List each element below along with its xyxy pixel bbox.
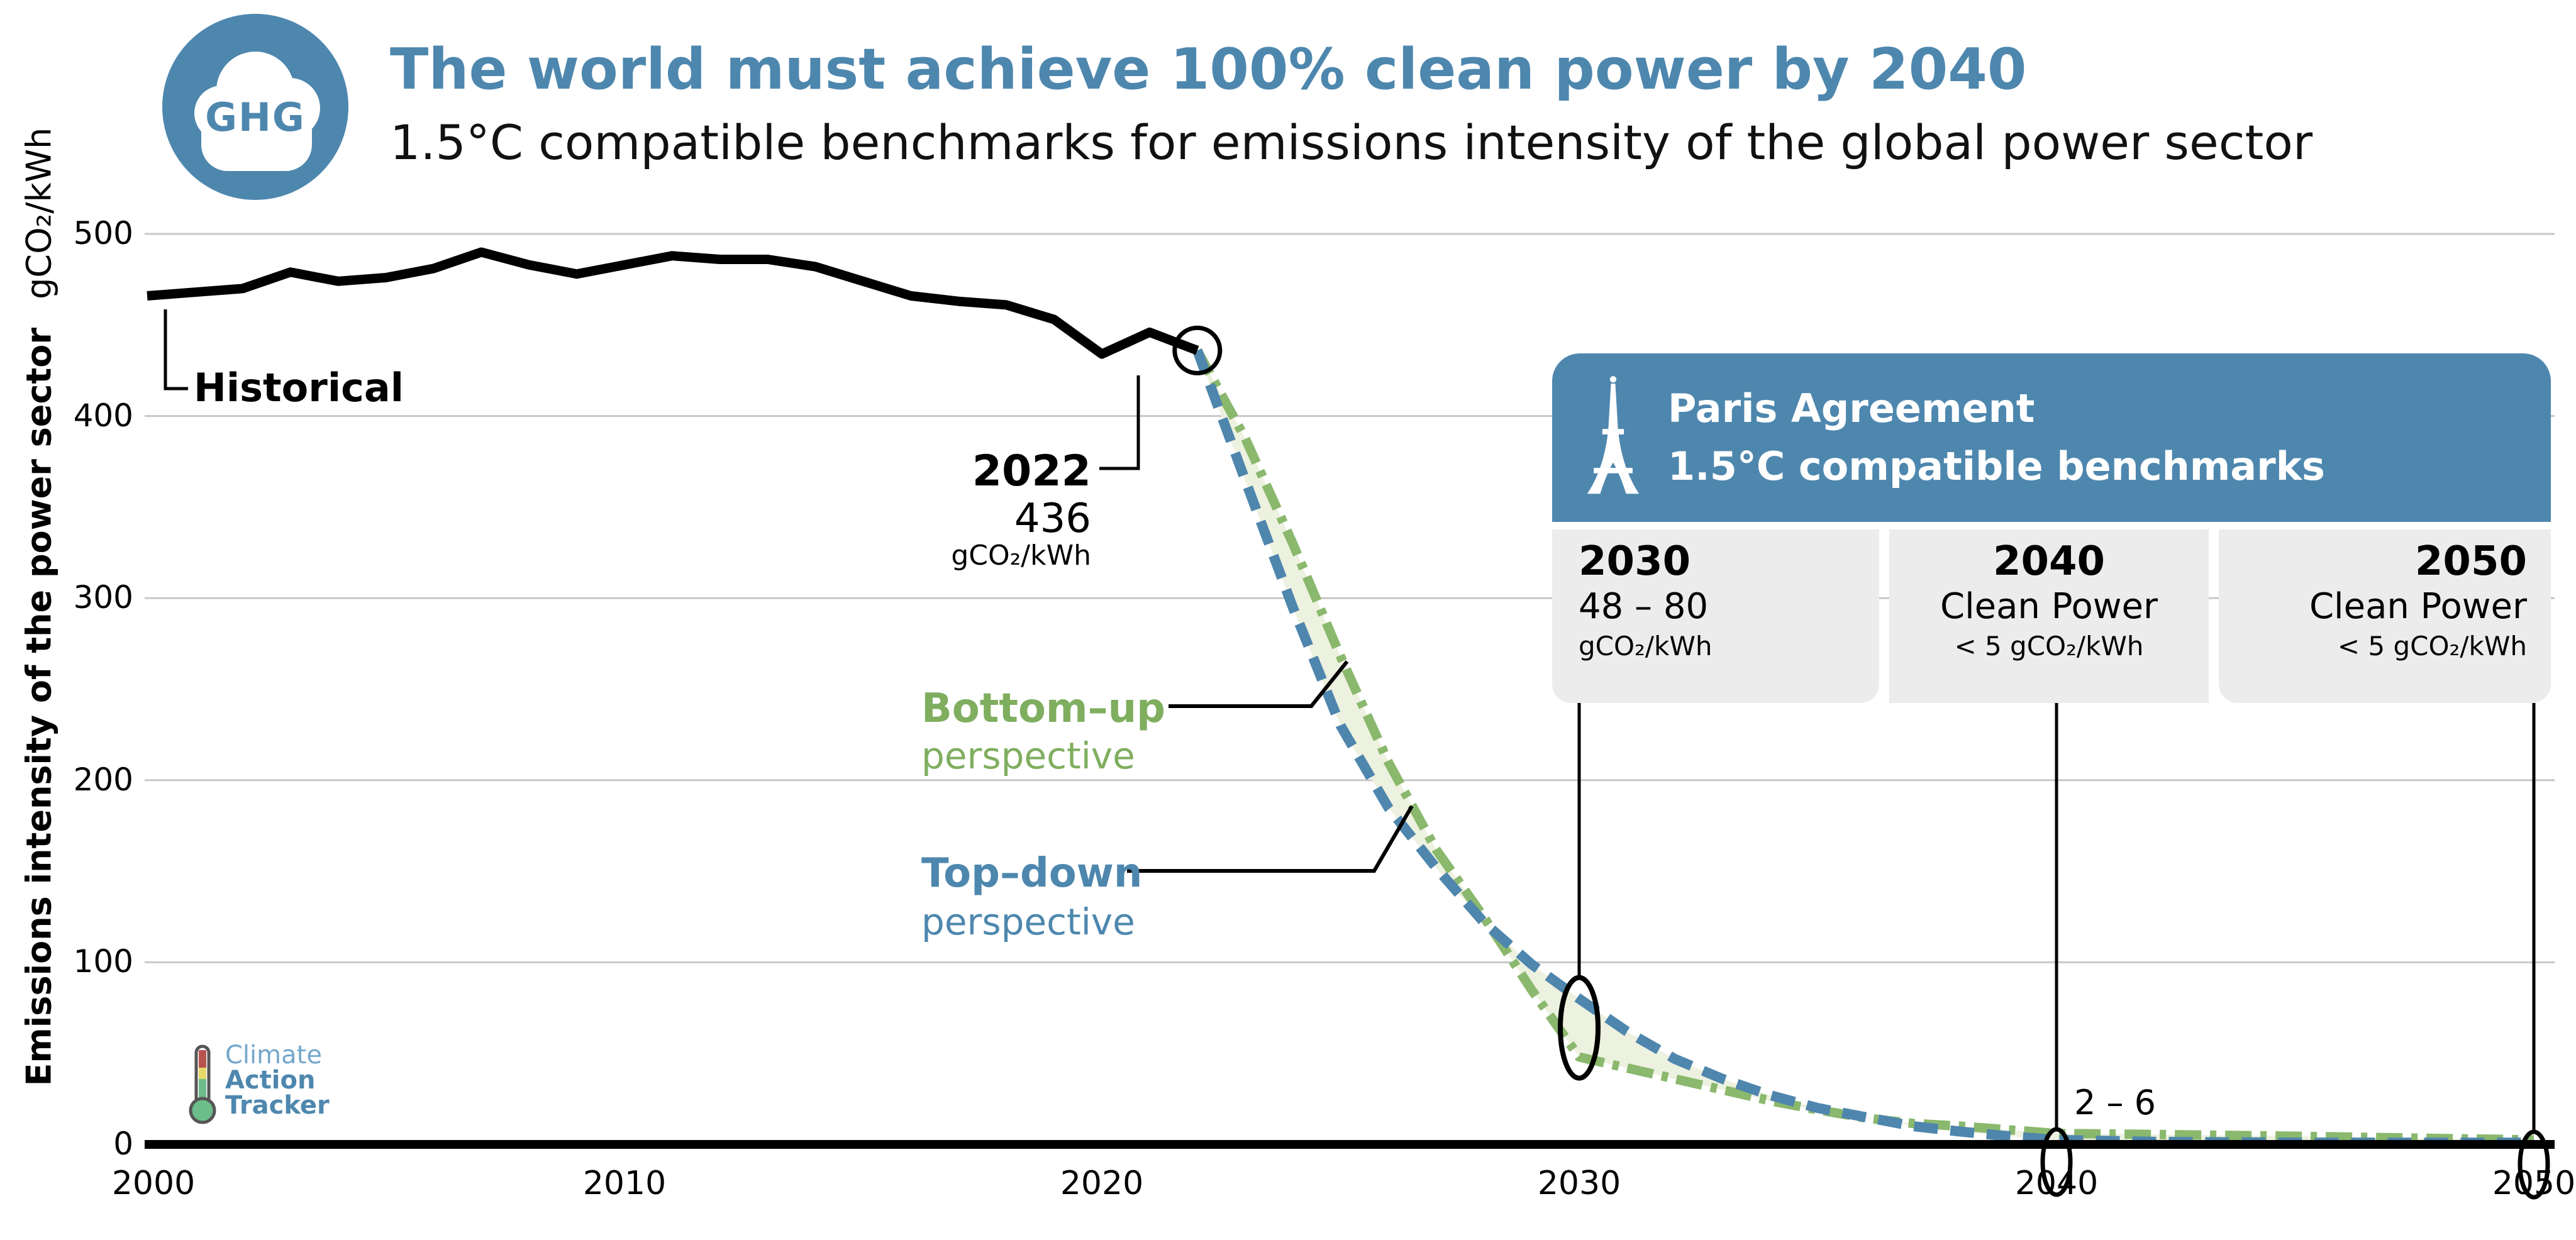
benchmark-2030-year: 2030 <box>1579 538 1691 585</box>
ghg-cloud-icon: GHG <box>162 14 348 200</box>
paris-agreement-box: Paris Agreement 1.5°C compatible benchma… <box>1552 353 2551 522</box>
historical-bracket <box>164 309 188 390</box>
benchmark-2030-unit: gCO₂/kWh <box>1579 631 1713 662</box>
label-2022-value: 436 <box>1014 495 1091 542</box>
label-2022-year: 2022 <box>972 446 1091 496</box>
cat-logo-action: Action <box>225 1066 316 1095</box>
x-tick-2030: 2030 <box>1537 1165 1621 1202</box>
bottom-up-sublabel: perspective <box>921 734 1135 777</box>
y-tick-400: 400 <box>73 397 133 434</box>
top-down-line <box>1192 348 2534 1148</box>
historical-label: Historical <box>194 365 404 411</box>
x-tick-2000: 2000 <box>111 1165 196 1202</box>
marker-2022-circle <box>1172 325 1223 375</box>
y-tick-300: 300 <box>73 579 133 616</box>
marker-2050-ellipse <box>2518 1129 2550 1200</box>
page-title: The world must achieve 100% clean power … <box>390 36 2027 102</box>
benchmark-2040-text: Clean Power <box>1940 586 2158 627</box>
benchmark-panel-2040: 2040 Clean Power < 5 gCO₂/kWh <box>1889 529 2209 703</box>
label-2022-unit: gCO₂/kWh <box>951 540 1091 572</box>
bottom-up-line <box>1193 348 2534 1145</box>
ghg-label: GHG <box>205 94 306 140</box>
benchmark-panel-2030: 2030 48 – 80 gCO₂/kWh <box>1552 529 1879 703</box>
benchmark-2050-year: 2050 <box>2414 538 2527 585</box>
cat-logo-climate: Climate <box>225 1041 322 1070</box>
y-tick-0: 0 <box>113 1126 133 1162</box>
y-tick-100: 100 <box>73 943 133 980</box>
benchmark-2030-range: 48 – 80 <box>1579 586 1709 627</box>
x-tick-2020: 2020 <box>1060 1165 1144 1202</box>
x-tick-2050: 2050 <box>2492 1165 2576 1202</box>
connector-top-down <box>1127 805 1414 873</box>
top-down-label: Top–down <box>921 850 1143 897</box>
paris-box-line2: 1.5°C compatible benchmarks <box>1668 443 2325 489</box>
top-down-sublabel: perspective <box>921 900 1135 943</box>
cat-logo-tracker: Tracker <box>225 1091 330 1120</box>
bottom-up-label: Bottom–up <box>921 685 1165 732</box>
benchmark-panel-2050: 2050 Clean Power < 5 gCO₂/kWh <box>2219 529 2551 703</box>
benchmark-2040-unit: < 5 gCO₂/kWh <box>1954 631 2144 662</box>
connector-2022 <box>1099 375 1140 470</box>
page-subtitle: 1.5°C compatible benchmarks for emission… <box>390 114 2313 170</box>
marker-2030-ellipse <box>1558 975 1601 1081</box>
climate-action-tracker-logo: Climate Action Tracker <box>189 1043 330 1126</box>
benchmark-2040-year: 2040 <box>1992 538 2106 585</box>
benchmark-2050-unit: < 5 gCO₂/kWh <box>2337 631 2527 662</box>
y-tick-500: 500 <box>73 215 133 252</box>
historical-line <box>147 247 1199 359</box>
benchmark-2050-text: Clean Power <box>2309 586 2527 627</box>
marker-2040-ellipse <box>2040 1127 2073 1197</box>
x-tick-2010: 2010 <box>582 1165 667 1202</box>
eiffel-tower-icon <box>1587 376 1640 494</box>
range-2040-label: 2 – 6 <box>2074 1083 2157 1122</box>
connector-bottom-up <box>1169 660 1349 708</box>
paris-box-line1: Paris Agreement <box>1668 385 2035 431</box>
y-axis-unit: gCO₂/kWh <box>19 127 59 299</box>
y-tick-200: 200 <box>73 761 133 798</box>
cloud-icon <box>194 52 320 171</box>
thermometer-icon <box>189 1044 216 1124</box>
x-tick-2040: 2040 <box>2014 1165 2099 1202</box>
